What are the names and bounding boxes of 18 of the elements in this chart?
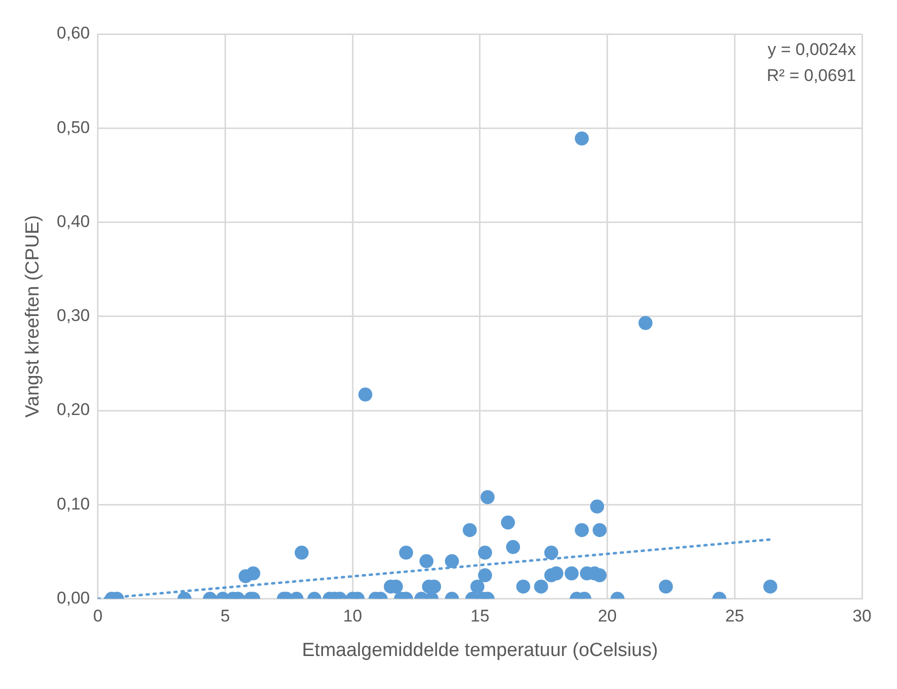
x-tick-label: 20: [598, 606, 617, 626]
y-axis-title: Vangst kreeften (CPUE): [22, 215, 44, 418]
x-tick-label: 15: [470, 606, 490, 626]
y-tick-label: 0,40: [56, 212, 90, 231]
y-tick-label: 0,10: [56, 494, 90, 514]
x-tick-label: 25: [725, 606, 744, 626]
annotation: y = 0,0024x: [768, 40, 856, 60]
x-tick-label: 0: [93, 606, 103, 626]
x-tick-label: 5: [220, 606, 230, 626]
x-tick-label: 10: [343, 606, 362, 626]
y-tick-label: 0,30: [56, 306, 90, 326]
y-tick-label: 0,60: [56, 24, 90, 43]
x-tick-label: 30: [852, 606, 872, 626]
annotation: R² = 0,0691: [766, 66, 856, 86]
y-tick-label: 0,00: [56, 588, 90, 608]
y-tick-label: 0,20: [56, 400, 90, 420]
y-tick-label: 0,50: [56, 118, 90, 137]
x-axis-title: Etmaalgemiddelde temperatuur (oCelsius): [302, 640, 658, 661]
